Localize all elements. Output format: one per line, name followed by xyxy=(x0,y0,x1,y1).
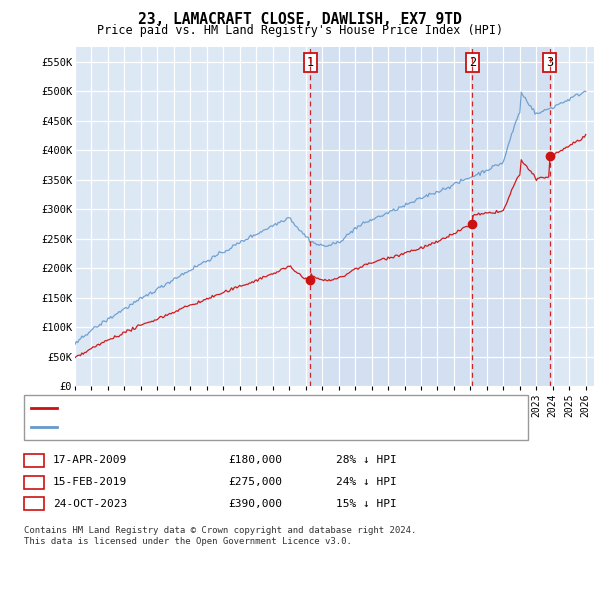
Text: 24% ↓ HPI: 24% ↓ HPI xyxy=(336,477,397,487)
Text: 24-OCT-2023: 24-OCT-2023 xyxy=(53,499,127,509)
Text: 17-APR-2009: 17-APR-2009 xyxy=(53,455,127,465)
Text: £275,000: £275,000 xyxy=(228,477,282,487)
Text: 3: 3 xyxy=(31,499,37,509)
Text: 23, LAMACRAFT CLOSE, DAWLISH, EX7 9TD: 23, LAMACRAFT CLOSE, DAWLISH, EX7 9TD xyxy=(138,12,462,27)
Text: 2: 2 xyxy=(469,55,476,68)
Text: 15-FEB-2019: 15-FEB-2019 xyxy=(53,477,127,487)
Text: Contains HM Land Registry data © Crown copyright and database right 2024.
This d: Contains HM Land Registry data © Crown c… xyxy=(24,526,416,546)
Text: HPI: Average price, detached house, Teignbridge: HPI: Average price, detached house, Teig… xyxy=(63,422,357,432)
Text: 2: 2 xyxy=(31,477,37,487)
Text: 15% ↓ HPI: 15% ↓ HPI xyxy=(336,499,397,509)
Text: 1: 1 xyxy=(31,455,37,465)
Text: 3: 3 xyxy=(546,55,553,68)
Bar xyxy=(310,47,550,386)
Text: Price paid vs. HM Land Registry's House Price Index (HPI): Price paid vs. HM Land Registry's House … xyxy=(97,24,503,37)
Text: £180,000: £180,000 xyxy=(228,455,282,465)
Text: 23, LAMACRAFT CLOSE, DAWLISH, EX7 9TD (detached house): 23, LAMACRAFT CLOSE, DAWLISH, EX7 9TD (d… xyxy=(63,403,401,412)
Text: 28% ↓ HPI: 28% ↓ HPI xyxy=(336,455,397,465)
Text: 1: 1 xyxy=(307,55,314,68)
Text: £390,000: £390,000 xyxy=(228,499,282,509)
